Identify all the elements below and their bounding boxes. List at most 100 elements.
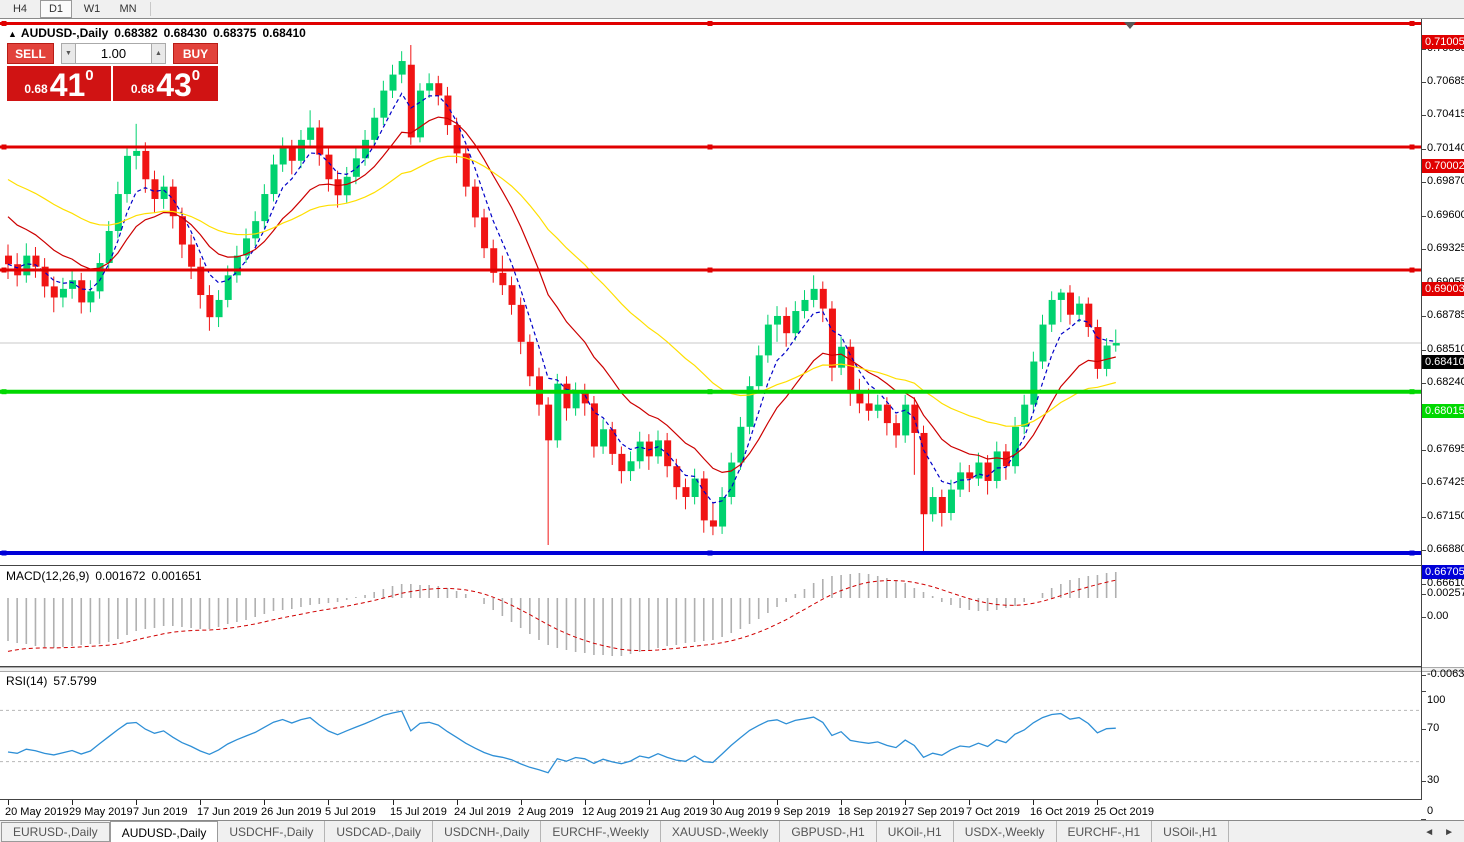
macd-plot xyxy=(7,572,1117,656)
date-axis-label: 9 Sep 2019 xyxy=(774,806,831,818)
tab-scroll-right-icon[interactable]: ► xyxy=(1444,826,1454,838)
buy-price-display[interactable]: 0.68 43 0 xyxy=(113,66,218,101)
rsi-axis-tick xyxy=(1421,781,1426,782)
timeframe-button-mn[interactable]: MN xyxy=(119,3,137,15)
price-axis-tick xyxy=(1421,149,1426,150)
timeframe-button-d1[interactable]: D1 xyxy=(40,0,72,18)
date-axis-tick xyxy=(200,800,201,805)
price-level-badge: 0.66705 xyxy=(1422,565,1464,579)
price-axis-label: 0.67150 xyxy=(1427,510,1464,522)
buy-button[interactable]: BUY xyxy=(173,43,218,64)
price-axis-label: 0.67425 xyxy=(1427,476,1464,488)
rsi-axis-tick xyxy=(1421,729,1426,730)
macd-value-signal: 0.001651 xyxy=(151,569,202,583)
rsi-axis-label: 0 xyxy=(1427,805,1434,817)
price-axis-tick xyxy=(1421,216,1426,217)
date-axis-tick xyxy=(521,800,522,805)
price-axis-label: 0.68510 xyxy=(1427,343,1464,355)
sell-price-pips: 41 xyxy=(49,67,86,103)
rsi-panel xyxy=(0,672,1421,800)
buy-price-prefix: 0.68 xyxy=(130,82,155,96)
rsi-value: 57.5799 xyxy=(53,674,97,688)
price-axis-label: 0.68240 xyxy=(1427,376,1464,388)
chart-tab-usdcnh-daily[interactable]: USDCNH-,Daily xyxy=(433,821,542,842)
chart-tab-audusd-daily[interactable]: AUDUSD-,Daily xyxy=(109,821,219,842)
sell-price-fraction: 0 xyxy=(85,67,94,84)
price-level-badge: 0.68015 xyxy=(1422,404,1464,418)
volume-increase-button[interactable]: ▲ xyxy=(151,43,166,64)
chart-tab-usdx-weekly[interactable]: USDX-,Weekly xyxy=(954,821,1057,842)
date-axis-tick xyxy=(72,800,73,805)
sell-price-display[interactable]: 0.68 41 0 xyxy=(7,66,111,101)
date-axis-tick xyxy=(969,800,970,805)
date-axis-label: 7 Oct 2019 xyxy=(966,806,1020,818)
price-axis-tick xyxy=(1421,450,1426,451)
date-axis-tick xyxy=(649,800,650,805)
ohlc-open: 0.68382 xyxy=(114,26,158,40)
date-axis-label: 30 Aug 2019 xyxy=(710,806,772,818)
macd-axis-tick xyxy=(1421,617,1426,618)
chart-tab-xauusd-weekly[interactable]: XAUUSD-,Weekly xyxy=(661,821,781,842)
toolbar-separator xyxy=(150,2,151,16)
date-axis-tick xyxy=(905,800,906,805)
tab-scroll-arrows: ◄ ► xyxy=(1424,821,1464,842)
date-axis-label: 15 Jul 2019 xyxy=(390,806,447,818)
chart-tab-eurusd-daily[interactable]: EURUSD-,Daily xyxy=(1,822,110,842)
sell-button[interactable]: SELL xyxy=(7,43,54,64)
date-axis-label: 26 Jun 2019 xyxy=(261,806,322,818)
date-axis-label: 21 Aug 2019 xyxy=(646,806,708,818)
buy-price-pips: 43 xyxy=(156,67,192,103)
chart-tab-eurchf-h1[interactable]: EURCHF-,H1 xyxy=(1057,821,1153,842)
price-axis-label: 0.70415 xyxy=(1427,108,1464,120)
chart-tab-gbpusd-h1[interactable]: GBPUSD-,H1 xyxy=(780,821,877,842)
timeframe-button-h4[interactable]: H4 xyxy=(12,3,28,15)
chart-tab-usdcad-daily[interactable]: USDCAD-,Daily xyxy=(325,821,434,842)
volume-decrease-button[interactable]: ▼ xyxy=(61,43,76,64)
date-axis-tick xyxy=(328,800,329,805)
macd-value-main: 0.001672 xyxy=(95,569,146,583)
price-axis-tick xyxy=(1421,584,1426,585)
date-axis-label: 25 Oct 2019 xyxy=(1094,806,1154,818)
date-axis-label: 17 Jun 2019 xyxy=(197,806,258,818)
date-axis-tick xyxy=(1033,800,1034,805)
chart-tab-usoil-h1[interactable]: USOil-,H1 xyxy=(1152,821,1230,842)
panel-splitter[interactable] xyxy=(0,667,1464,672)
price-axis-label: 0.70140 xyxy=(1427,142,1464,154)
macd-axis-tick xyxy=(1421,594,1426,595)
rsi-axis-tick xyxy=(1421,819,1426,820)
price-axis-label: 0.68785 xyxy=(1427,309,1464,321)
ohlc-high: 0.68430 xyxy=(163,26,208,40)
macd-axis-label: -0.006326 xyxy=(1427,668,1464,680)
date-axis-tick xyxy=(264,800,265,805)
timeframe-toolbar: H4 D1 W1 MN xyxy=(0,0,1464,19)
tab-scroll-left-icon[interactable]: ◄ xyxy=(1424,826,1435,838)
rsi-label: RSI(14) 57.5799 xyxy=(6,674,97,688)
date-axis-label: 24 Jul 2019 xyxy=(454,806,511,818)
chart-tab-ukoil-h1[interactable]: UKOil-,H1 xyxy=(877,821,954,842)
price-axis-tick xyxy=(1421,249,1426,250)
one-click-trade-panel: SELL ▼ 1.00 ▲ BUY 0.68 41 0 0.68 43 0 xyxy=(7,43,218,101)
timeframe-button-w1[interactable]: W1 xyxy=(83,3,101,15)
date-axis-tick xyxy=(713,800,714,805)
buy-price-fraction: 0 xyxy=(191,67,201,84)
price-axis-label: 0.70685 xyxy=(1427,75,1464,87)
price-axis-tick xyxy=(1421,383,1426,384)
date-axis-label: 7 Jun 2019 xyxy=(133,806,188,818)
date-axis-tick xyxy=(777,800,778,805)
date-axis-tick xyxy=(8,800,9,805)
date-axis-label: 29 May 2019 xyxy=(69,806,133,818)
current-price-badge: 0.68410 xyxy=(1422,355,1464,369)
date-axis-tick xyxy=(393,800,394,805)
rsi-axis-label: 30 xyxy=(1427,774,1440,786)
rsi-axis-label: 70 xyxy=(1427,722,1440,734)
date-axis-label: 16 Oct 2019 xyxy=(1030,806,1090,818)
volume-input[interactable]: 1.00 xyxy=(76,43,151,64)
price-axis-tick xyxy=(1421,550,1426,551)
chevron-down-icon: ▼ xyxy=(65,50,72,57)
chart-tab-usdchf-daily[interactable]: USDCHF-,Daily xyxy=(218,821,326,842)
price-axis-tick xyxy=(1421,483,1426,484)
chart-tab-eurchf-weekly[interactable]: EURCHF-,Weekly xyxy=(541,821,661,842)
date-axis-label: 12 Aug 2019 xyxy=(582,806,644,818)
macd-label: MACD(12,26,9) 0.001672 0.001651 xyxy=(6,569,202,583)
price-chart-plot[interactable] xyxy=(0,19,1421,566)
